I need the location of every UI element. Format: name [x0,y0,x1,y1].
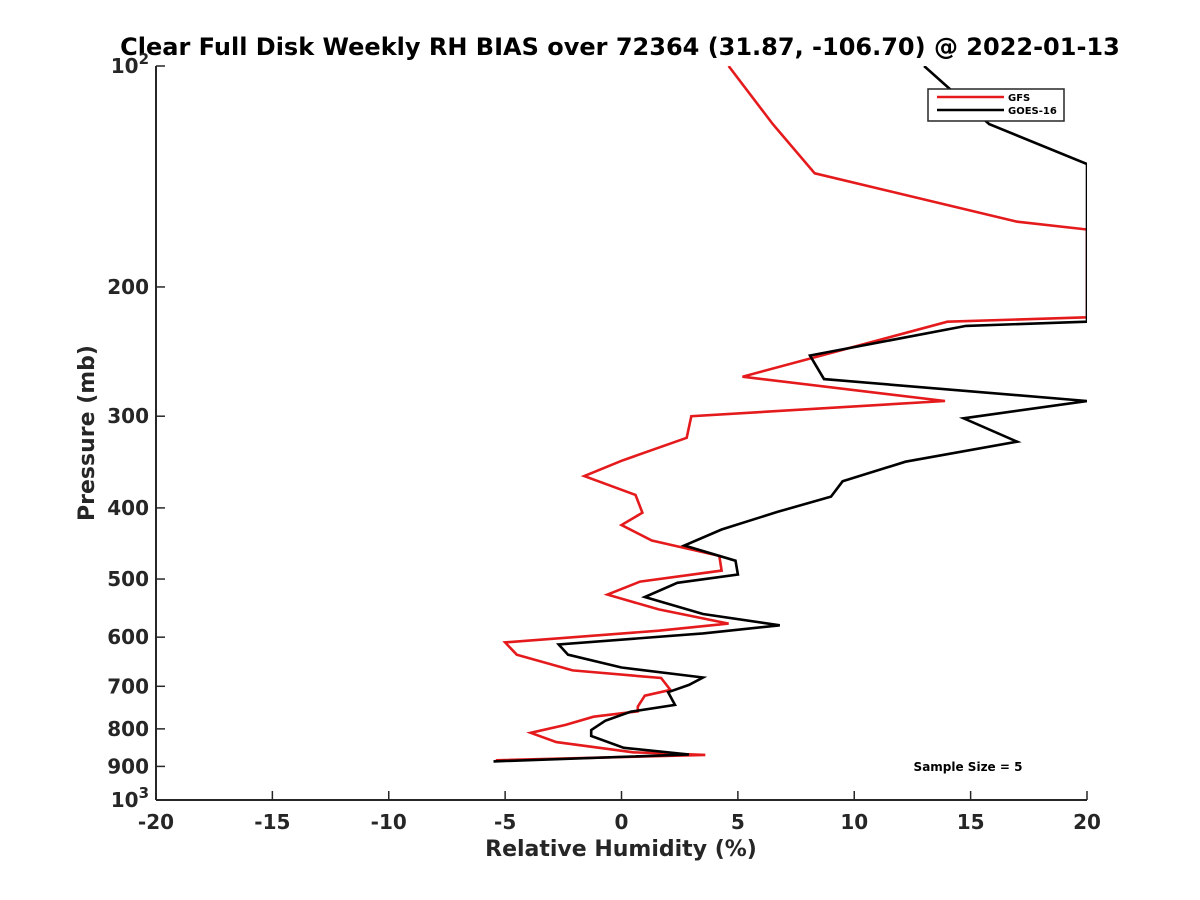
x-tick-label: -20 [138,810,174,834]
y-tick-base: 10 [111,54,139,78]
y-tick-label: 400 [107,496,149,520]
x-tick-label: 10 [840,810,868,834]
y-tick-exponent: 2 [139,50,149,68]
y-tick-exponent: 3 [139,784,149,802]
series-line-goes-16 [493,66,1087,763]
x-tick-label: -10 [371,810,407,834]
legend-box [927,88,1065,122]
y-tick-label: 103 [111,784,149,812]
y-tick-label: 102 [111,50,149,78]
y-tick-label: 500 [107,567,149,591]
legend-label-gfs: GFS [1008,93,1030,104]
y-tick-label: 300 [107,404,149,428]
x-axis-label: Relative Humidity (%) [485,837,757,862]
legend: GFS GOES-16 [927,88,1065,122]
x-tick-label: 0 [615,810,629,834]
axes [155,66,1087,801]
x-tick-label: -15 [254,810,290,834]
y-axis-label: Pressure (mb) [75,345,100,521]
x-ticks: -20 -15 -10 -5 0 5 10 15 20 [138,791,1101,834]
y-tick-base: 10 [111,788,139,812]
x-tick-label: 15 [957,810,985,834]
chart-title: Clear Full Disk Weekly RH BIAS over 7236… [120,33,1120,61]
y-tick-label: 600 [107,625,149,649]
series-line-gfs [495,66,1087,762]
legend-label-goes16: GOES-16 [1008,106,1057,117]
sample-size-annotation: Sample Size = 5 [914,760,1023,774]
y-tick-label: 700 [107,674,149,698]
y-tick-label: 800 [107,717,149,741]
x-tick-label: 5 [731,810,745,834]
y-tick-label: 900 [107,754,149,778]
plot-lines [493,66,1087,763]
x-tick-label: 20 [1073,810,1101,834]
y-tick-label: 200 [107,275,149,299]
x-tick-label: -5 [494,810,516,834]
